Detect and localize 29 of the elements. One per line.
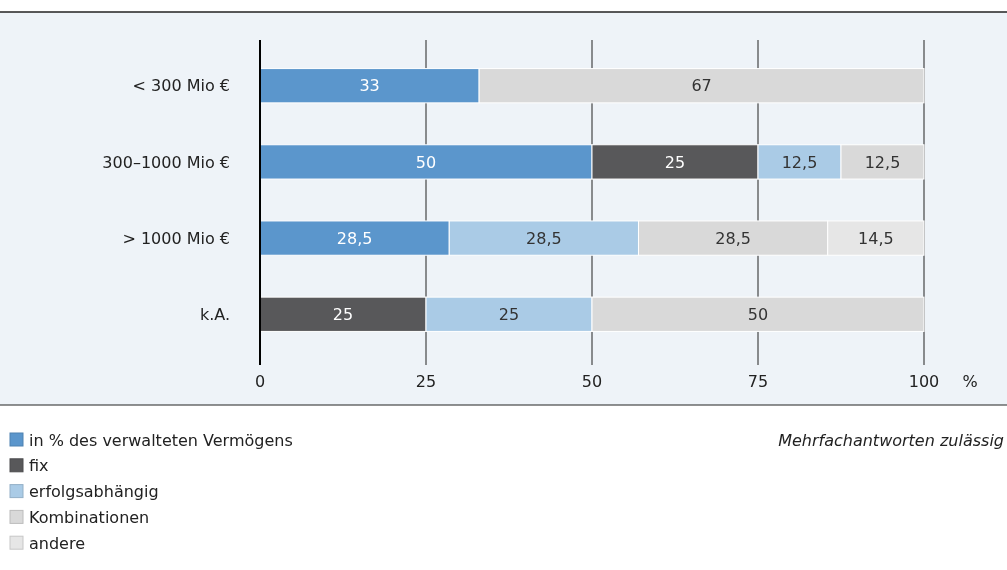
- y-tick-label: 300–1000 Mio €: [102, 152, 230, 172]
- data-label: 33: [359, 76, 380, 96]
- data-label: 67: [691, 76, 712, 96]
- x-tick-label: 50: [581, 371, 603, 391]
- data-label: 28,5: [715, 228, 751, 248]
- data-label: 25: [332, 304, 354, 324]
- data-label: 28,5: [336, 228, 373, 248]
- legend-label: fix: [29, 456, 49, 476]
- legend-label: erfolgsabhängig: [29, 482, 159, 502]
- legend-label: Kombinationen: [29, 508, 150, 527]
- x-tick-label: 25: [415, 371, 437, 391]
- x-tick-label: 75: [747, 371, 769, 391]
- data-label: 12,5: [781, 152, 818, 172]
- data-label: 12,5: [864, 152, 901, 172]
- y-tick-label: > 1000 Mio €: [122, 228, 230, 248]
- text: Mehrfachantworten zulässig: [778, 430, 1004, 450]
- y-tick-label: < 300 Mio €: [132, 76, 230, 96]
- data-label: 25: [498, 304, 520, 324]
- x-tick-label: 100: [908, 371, 940, 391]
- data-label: 28,5: [526, 228, 562, 248]
- x-tick-label: 0: [254, 371, 266, 391]
- y-tick-label: k.A.: [199, 304, 230, 324]
- legend-label: andere: [29, 533, 86, 553]
- data-label: 50: [747, 304, 769, 324]
- data-label: 14,5: [858, 228, 894, 248]
- data-label: 50: [415, 152, 437, 172]
- data-label: 25: [664, 152, 686, 172]
- legend-label: in % des verwalteten Vermögens: [29, 430, 293, 450]
- x-axis-title: %: [962, 371, 978, 391]
